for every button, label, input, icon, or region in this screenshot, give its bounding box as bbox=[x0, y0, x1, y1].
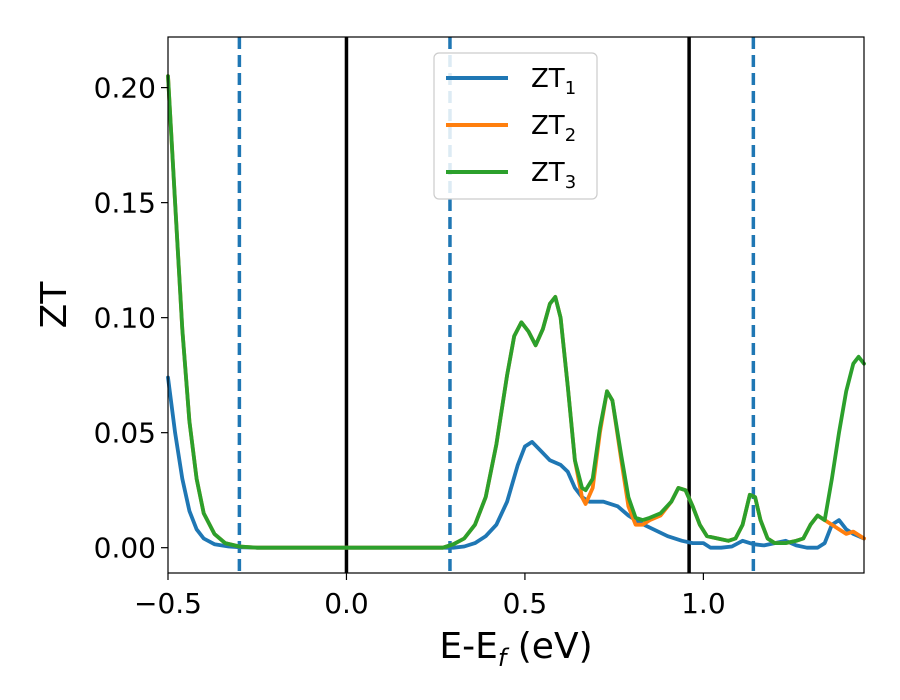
x-tick-label: 0.0 bbox=[324, 587, 369, 620]
series-line-3 bbox=[166, 74, 866, 550]
y-axis-label: ZT bbox=[34, 281, 75, 329]
legend-label-1: ZT1 bbox=[531, 64, 576, 99]
plot-frame bbox=[167, 36, 865, 574]
x-axis-label-unit: (eV) bbox=[506, 626, 592, 667]
y-tick-label: 0.10 bbox=[94, 302, 156, 335]
legend-box bbox=[433, 52, 598, 200]
x-axis-label-main: E-E bbox=[439, 626, 497, 667]
x-tick-label: −0.5 bbox=[134, 587, 202, 620]
x-axis-label: E-Ef (eV) bbox=[439, 626, 592, 672]
y-tick-label: 0.05 bbox=[94, 417, 156, 450]
series-lines bbox=[166, 74, 866, 550]
y-tick-label: 0.00 bbox=[94, 532, 156, 565]
y-tick-label: 0.20 bbox=[94, 72, 156, 105]
legend-label-2: ZT2 bbox=[531, 111, 576, 146]
vlines bbox=[237, 37, 756, 573]
y-ticks: 0.00 0.05 0.10 0.15 0.20 bbox=[94, 72, 168, 565]
x-ticks: −0.5 0.0 0.5 1.0 bbox=[134, 573, 726, 620]
y-tick-label: 0.15 bbox=[94, 187, 156, 220]
x-tick-label: 1.0 bbox=[681, 587, 726, 620]
legend-label-3: ZT3 bbox=[531, 158, 576, 193]
legend: ZT1 ZT2 ZT3 bbox=[433, 52, 598, 200]
x-tick-label: 0.5 bbox=[503, 587, 548, 620]
